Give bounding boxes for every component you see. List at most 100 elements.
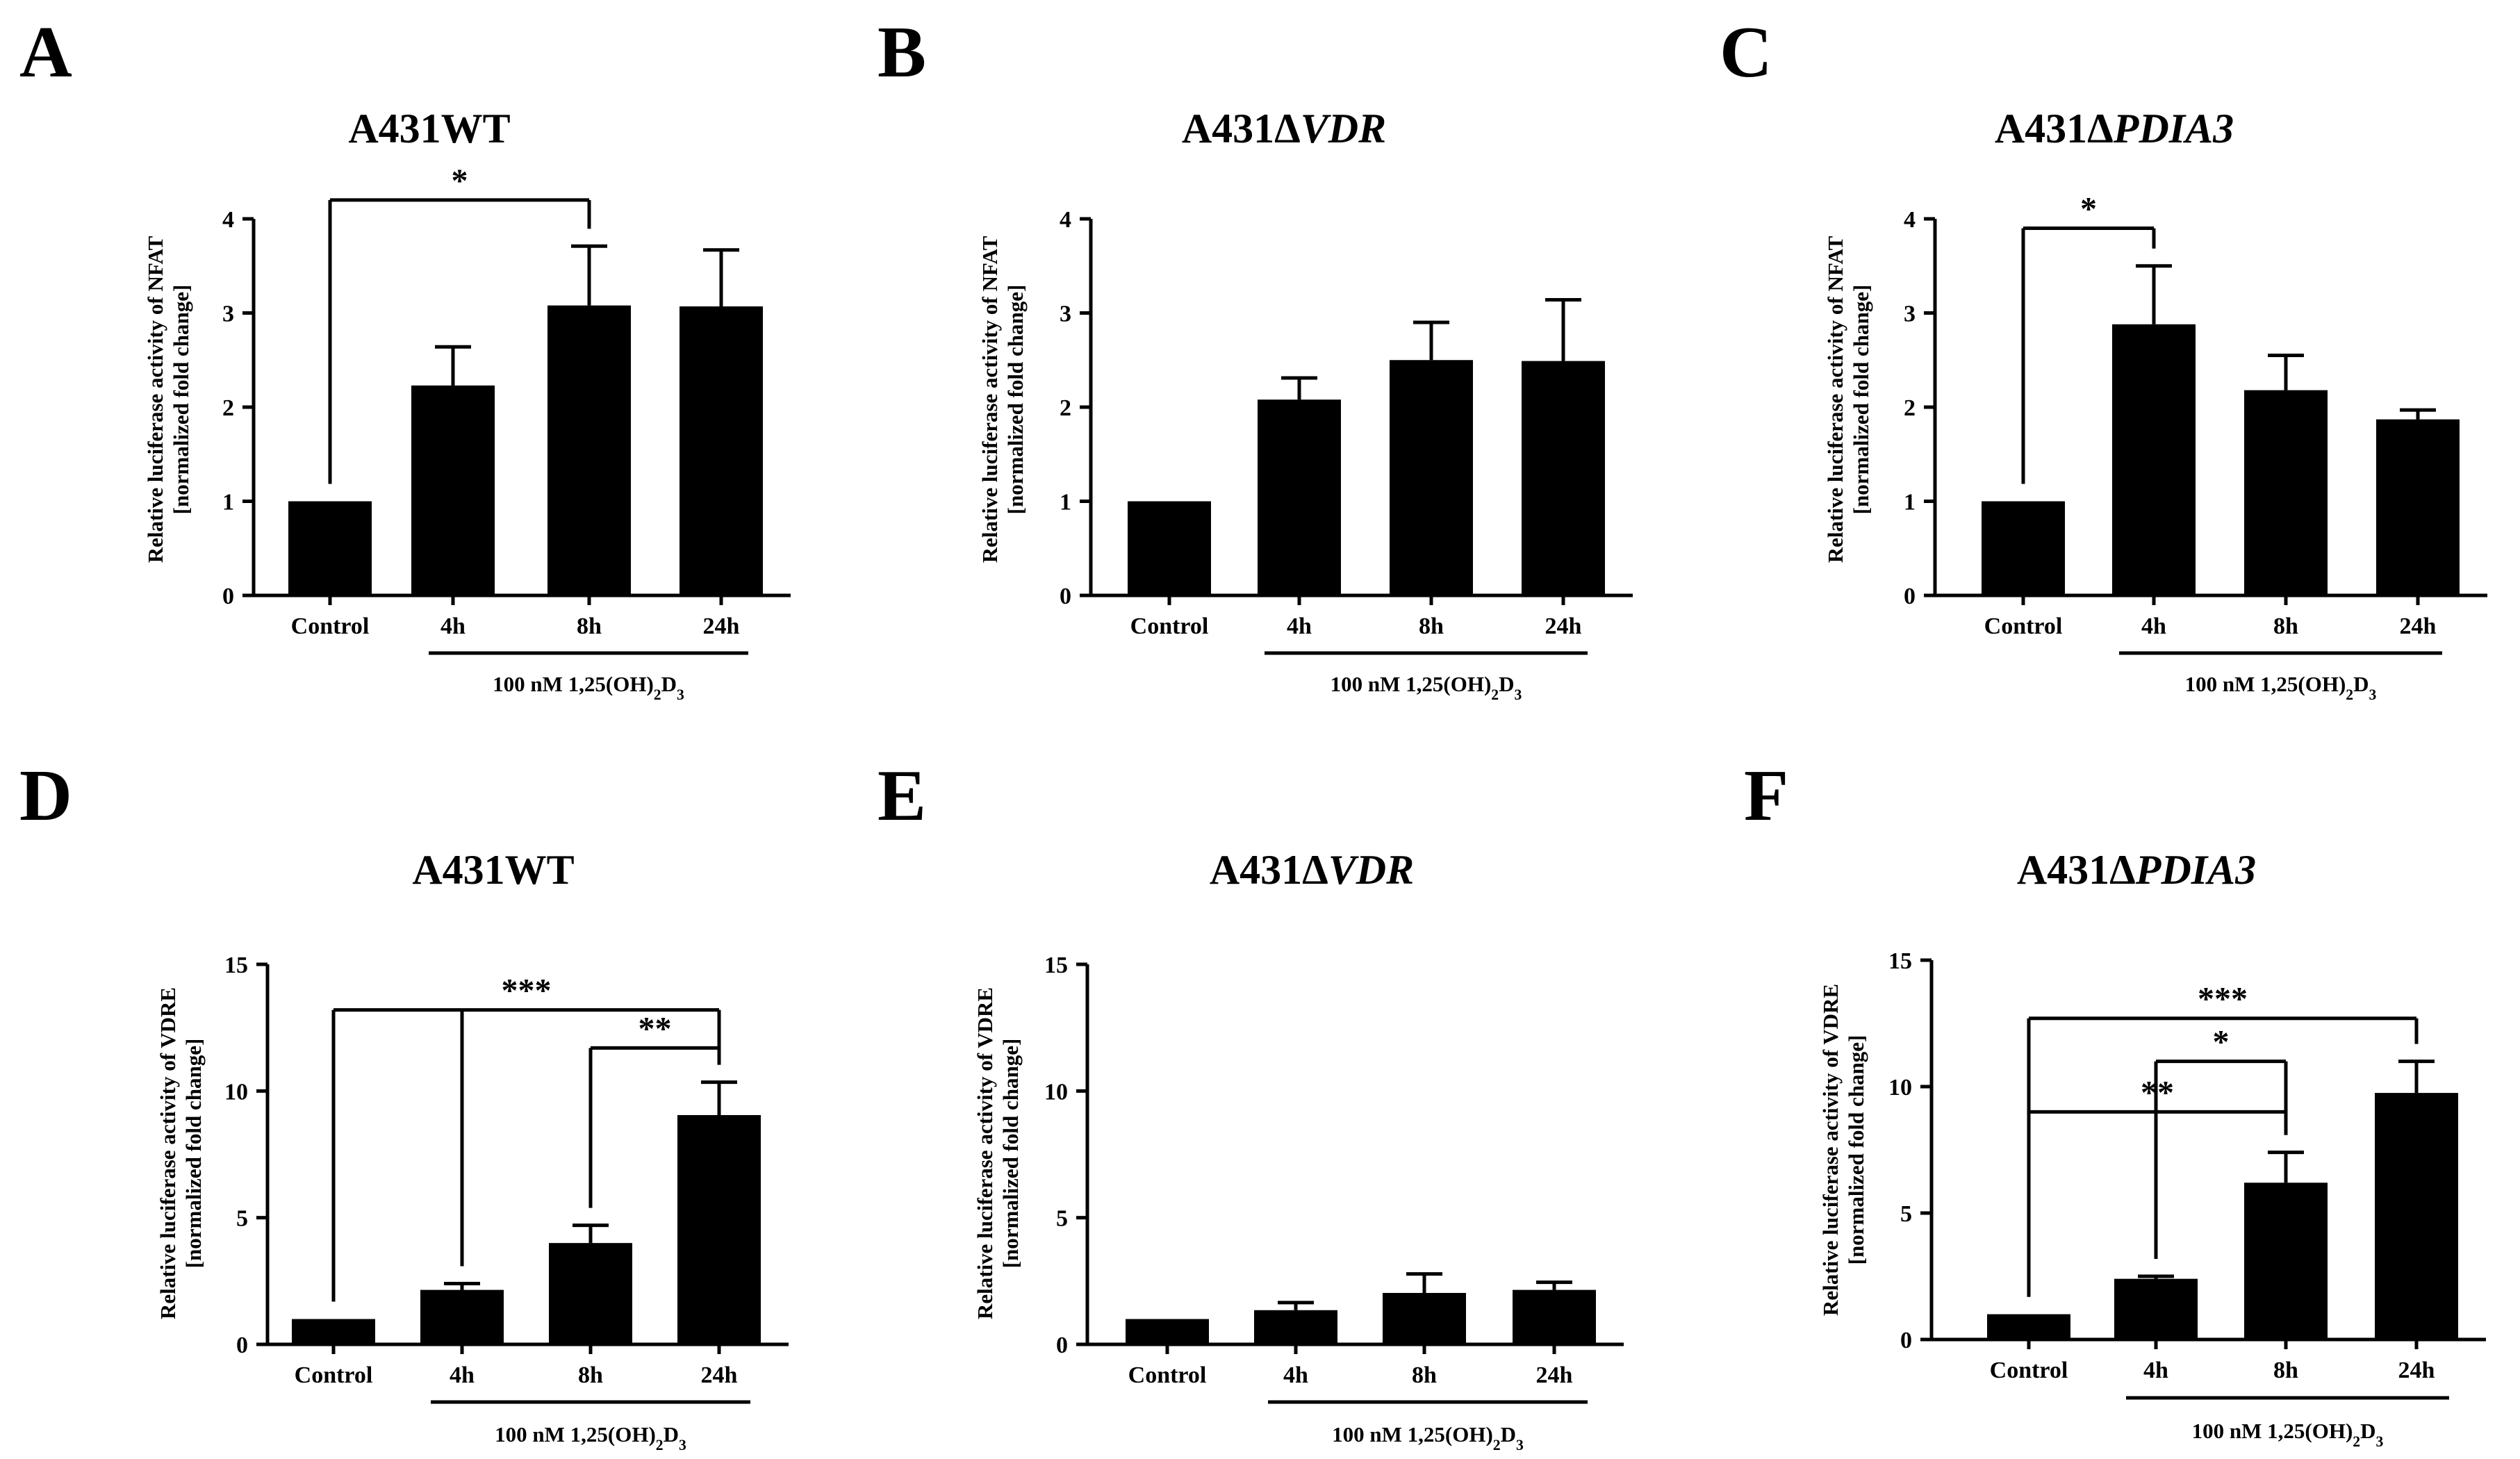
y-tick-label: 3 [1904,302,1916,327]
y-axis-label: Relative luciferase activity of NFAT[nor… [978,236,1028,563]
chart-title: A431ΔPDIA3 [1995,106,2234,151]
x-tick-label: 8h [577,613,602,639]
y-tick-label: 15 [224,953,248,978]
x-tick-label: Control [1990,1358,2068,1383]
y-tick-label: 4 [1060,207,1071,233]
bar-8h [547,305,631,595]
panel-letter: C [1720,11,1772,92]
y-tick-label: 0 [1056,1333,1068,1358]
bar-control [1126,1319,1209,1344]
y-tick-label: 3 [222,302,234,327]
x-tick-label: 8h [2273,1358,2298,1383]
chart-title: A431ΔPDIA3 [2017,847,2256,893]
x-tick-label: Control [1130,613,1209,639]
chart-panel-c: C A431ΔPDIA3 Relative luciferase activity … [1720,11,2487,703]
x-tick-label: 4h [1287,613,1312,639]
panel-letter: E [878,755,926,836]
y-tick-label: 0 [1904,584,1916,609]
treatment-label: 100 nM 1,25(OH)2D3 [2192,1419,2384,1450]
panel-letter: D [19,755,72,836]
chart-title: A431ΔVDR [1210,847,1414,893]
significance-label: ** [2141,1074,2174,1111]
treatment-label: 100 nM 1,25(OH)2D3 [493,672,684,703]
significance-label: * [2080,191,2097,228]
bar-24h [2376,419,2460,595]
significance-label: ** [639,1010,672,1047]
y-tick-label: 0 [222,584,234,609]
treatment-label: 100 nM 1,25(OH)2D3 [1332,1422,1524,1453]
bar-4h [2114,1278,2198,1340]
bar-4h [411,385,495,595]
x-tick-label: 24h [2400,613,2437,639]
treatment-label: 100 nM 1,25(OH)2D3 [1331,672,1522,703]
panel-letter: B [878,11,926,92]
significance-label: * [452,163,468,199]
x-tick-label: 8h [1412,1362,1437,1388]
x-tick-label: 24h [1536,1362,1573,1388]
x-tick-label: 4h [1283,1362,1308,1388]
x-tick-label: Control [1984,613,2063,639]
x-tick-label: 8h [2273,613,2298,639]
bar-8h [2244,1182,2328,1340]
x-tick-label: Control [1128,1362,1207,1388]
bar-24h [1522,361,1605,595]
panel-letter: A [19,11,72,92]
chart-title: A431WT [348,106,510,151]
x-tick-label: Control [295,1362,373,1388]
bar-8h [549,1243,632,1344]
x-tick-label: 4h [2143,1358,2168,1383]
panel-letter: F [1744,755,1788,836]
significance-bracket: ** [2027,1074,2288,1297]
y-tick-label: 5 [1900,1201,1912,1227]
bar-control [1987,1314,2070,1340]
x-tick-label: 24h [703,613,740,639]
bar-control [1982,501,2065,595]
chart-title: A431ΔVDR [1182,106,1386,151]
y-tick-label: 4 [1904,207,1916,233]
bar-24h [2375,1093,2458,1340]
y-tick-label: 2 [1060,395,1071,421]
bar-4h [1254,1310,1337,1344]
bar-24h [677,1114,761,1344]
x-tick-label: Control [291,613,370,639]
bar-8h [1390,360,1473,595]
x-tick-label: 4h [2141,613,2166,639]
y-axis-label: Relative luciferase activity of NFAT[nor… [143,236,193,563]
bar-24h [680,306,763,595]
bar-24h [1513,1289,1596,1344]
y-tick-label: 1 [222,490,234,516]
x-tick-label: 24h [701,1362,738,1388]
y-tick-label: 4 [222,207,234,233]
x-tick-label: 24h [2398,1358,2435,1383]
y-axis-label: Relative luciferase activity of VDRE[nor… [973,987,1023,1319]
significance-bracket: ** [588,1010,721,1208]
y-tick-label: 2 [222,395,234,421]
significance-label: *** [2198,981,2248,1018]
y-tick-label: 15 [1888,948,1912,974]
y-axis-label: Relative luciferase activity of NFAT[nor… [1823,236,1873,563]
bar-8h [1383,1292,1466,1344]
x-tick-label: 8h [578,1362,603,1388]
bar-4h [1258,399,1341,595]
bar-8h [2244,390,2328,595]
significance-label: *** [502,973,552,1009]
y-tick-label: 3 [1060,302,1071,327]
bar-control [292,1319,375,1344]
y-tick-label: 2 [1904,395,1916,421]
significance-bracket: * [328,163,591,484]
y-tick-label: 1 [1060,490,1071,516]
chart-panel-a: A A431WT Relative luciferase activity of N… [19,11,791,703]
y-tick-label: 15 [1044,953,1068,978]
chart-panel-f: F A431ΔPDIA3 Relative luciferase activity … [1744,755,2486,1450]
significance-label: * [2213,1024,2230,1061]
chart-panel-e: E A431ΔVDR Relative luciferase activity of… [878,755,1624,1453]
significance-bracket: * [2021,191,2156,484]
chart-panel-d: D A431WT Relative luciferase activity of V… [19,755,789,1453]
y-tick-label: 10 [224,1079,248,1105]
x-tick-label: 4h [440,613,466,639]
chart-panel-b: B A431ΔVDR Relative luciferase activity of… [878,11,1633,703]
y-tick-label: 10 [1044,1079,1068,1105]
y-axis-label: Relative luciferase activity of VDRE[nor… [156,987,206,1319]
y-tick-label: 0 [1060,584,1071,609]
